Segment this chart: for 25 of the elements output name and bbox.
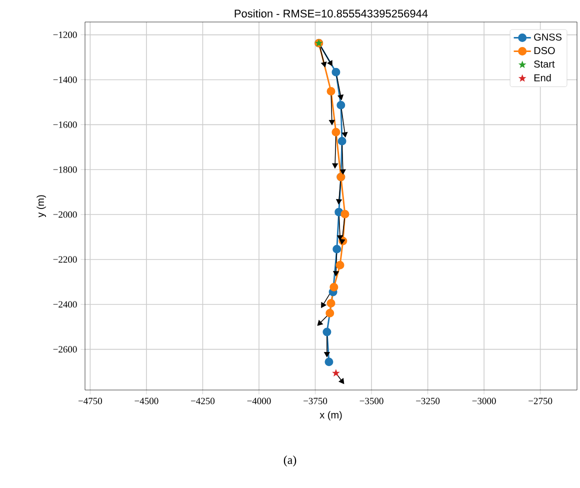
y-tick-label: −1800 bbox=[53, 166, 77, 173]
x-tick-label: −4750 bbox=[78, 398, 102, 404]
y-tick-label: −1200 bbox=[53, 32, 77, 38]
y-tick-label: −2200 bbox=[53, 256, 77, 263]
x-tick-label: −4500 bbox=[134, 398, 158, 404]
legend-label: End bbox=[534, 74, 551, 82]
text: (a) bbox=[284, 456, 296, 466]
x-tick-label: −4250 bbox=[191, 398, 215, 404]
y-tick-label: −1400 bbox=[53, 76, 77, 83]
legend-label: Start bbox=[534, 60, 555, 68]
x-tick-label: −3250 bbox=[416, 398, 440, 404]
x-tick-label: −3500 bbox=[360, 398, 384, 404]
legend-label: DSO bbox=[534, 47, 555, 54]
x-tick-label: −2750 bbox=[528, 398, 552, 404]
y-axis-title: y (m) bbox=[36, 195, 46, 218]
x-tick-label: −3750 bbox=[304, 398, 328, 404]
x-tick-label: −4000 bbox=[247, 398, 271, 404]
x-axis-title: x (m) bbox=[320, 411, 342, 420]
x-tick-label: −3000 bbox=[472, 398, 496, 404]
y-tick-label: −1600 bbox=[53, 121, 77, 128]
y-tick-label: −2600 bbox=[53, 346, 77, 353]
chart-title: Position - RMSE=10.855543395256944 bbox=[234, 9, 428, 18]
legend-label: GNSS bbox=[534, 34, 562, 41]
y-tick-label: −2400 bbox=[53, 301, 77, 308]
y-tick-label: −2000 bbox=[53, 211, 77, 218]
